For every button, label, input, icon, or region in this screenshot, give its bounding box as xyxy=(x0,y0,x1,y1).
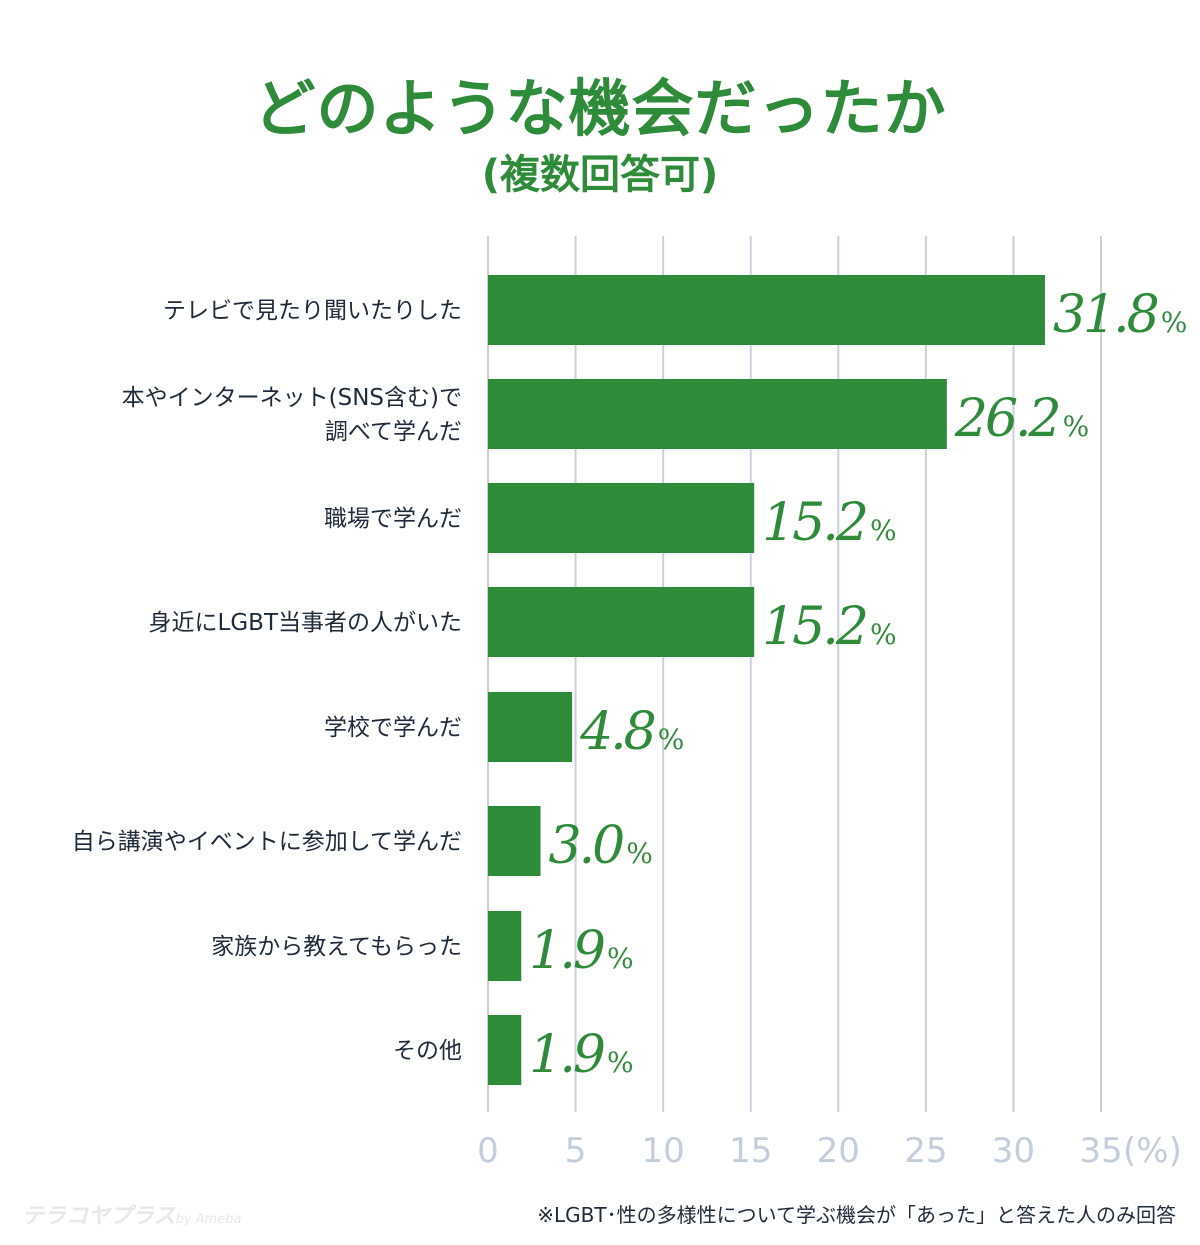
value-label: 1.9% xyxy=(529,921,633,981)
x-tick-label: 25 xyxy=(904,1131,947,1171)
value-number: 4.8 xyxy=(579,702,656,762)
logo-main: テラコヤプラス xyxy=(22,1204,176,1229)
category-label: 調べて学んだ xyxy=(325,419,462,445)
x-tick-label: 35 xyxy=(1079,1131,1122,1171)
bar xyxy=(488,1015,522,1085)
value-number: 1.9 xyxy=(529,921,605,981)
category-label: 家族から教えてもらった xyxy=(211,934,462,960)
value-number: 15.2 xyxy=(762,597,867,657)
x-tick-label: 15 xyxy=(729,1131,772,1171)
value-number: 31.8 xyxy=(1053,285,1159,345)
value-label: 4.8% xyxy=(579,702,684,762)
bar xyxy=(488,587,755,657)
x-tick-label: 10 xyxy=(642,1131,685,1171)
value-unit: % xyxy=(870,514,897,547)
brand-logo: テラコヤプラスby Ameba xyxy=(22,1198,241,1230)
value-unit: % xyxy=(870,618,897,651)
value-unit: % xyxy=(658,723,685,756)
category-label: 学校で学んだ xyxy=(324,715,462,741)
footnote: ※LGBT･性の多様性について学ぶ機会が「あった」と答えた人のみ回答 xyxy=(537,1203,1176,1227)
value-unit: % xyxy=(626,837,653,870)
value-label: 15.2% xyxy=(762,493,896,553)
bar xyxy=(488,379,947,449)
value-number: 3.0 xyxy=(549,816,625,876)
value-unit: % xyxy=(607,942,634,975)
value-number: 26.2 xyxy=(954,389,1060,449)
x-tick-label: 0 xyxy=(477,1131,499,1171)
category-label: その他 xyxy=(393,1038,462,1064)
bar xyxy=(488,483,755,553)
value-number: 15.2 xyxy=(762,493,867,553)
value-label: 15.2% xyxy=(762,597,896,657)
x-tick-label: 20 xyxy=(817,1131,860,1171)
chart-title: どのような機会だったか xyxy=(253,72,947,145)
chart-subtitle: (複数回答可) xyxy=(481,152,719,198)
category-label: 身近にLGBT当事者の人がいた xyxy=(149,610,462,636)
bar xyxy=(488,806,541,876)
value-unit: % xyxy=(1063,410,1090,443)
category-label: 職場で学んだ xyxy=(324,506,462,532)
bar xyxy=(488,911,522,981)
value-label: 26.2% xyxy=(954,389,1089,449)
value-label: 1.9% xyxy=(529,1025,633,1085)
value-unit: % xyxy=(1161,306,1188,339)
bar xyxy=(488,275,1045,345)
category-label: テレビで見たり聞いたりした xyxy=(163,298,462,324)
value-label: 31.8% xyxy=(1053,285,1187,345)
logo-sub: by Ameba xyxy=(175,1212,242,1227)
bar xyxy=(488,692,573,762)
category-label: 本やインターネット(SNS含む)で xyxy=(122,385,462,411)
value-unit: % xyxy=(607,1046,634,1079)
x-tick-label: 30 xyxy=(992,1131,1035,1171)
value-number: 1.9 xyxy=(529,1025,605,1085)
category-label: 自ら講演やイベントに参加して学んだ xyxy=(72,829,462,855)
value-label: 3.0% xyxy=(549,816,653,876)
x-tick-label: 5 xyxy=(565,1131,587,1171)
x-unit-label: (%) xyxy=(1123,1131,1182,1171)
